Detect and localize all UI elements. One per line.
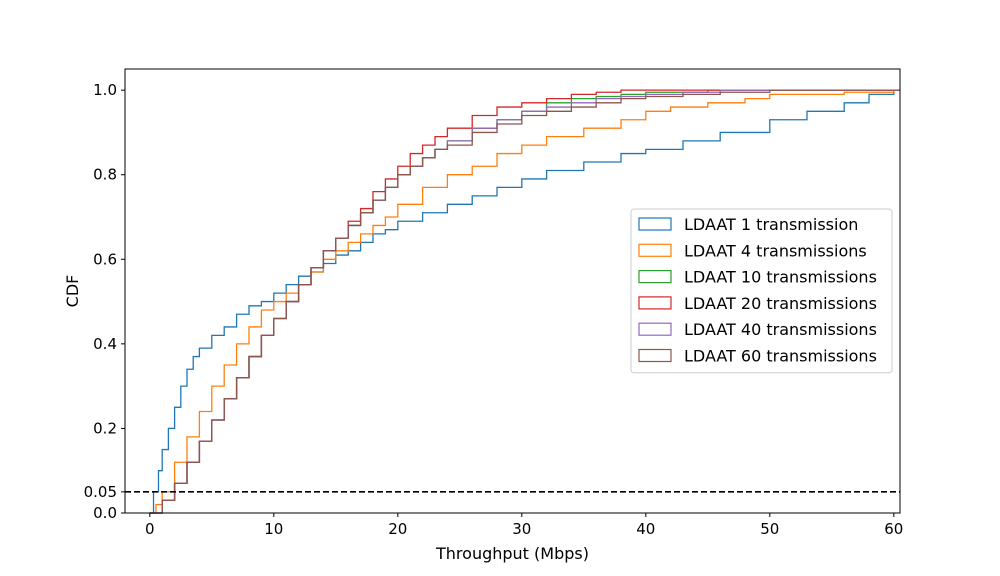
legend-swatch — [638, 348, 672, 363]
legend-entry-label: LDAAT 40 transmissions — [684, 320, 877, 339]
x-tick-label: 40 — [636, 520, 655, 538]
series-layer — [149, 89, 900, 514]
legend: LDAAT 1 transmission LDAAT 4 transmission… — [630, 208, 893, 374]
x-tick-label: 20 — [388, 520, 407, 538]
x-tick-label: 10 — [264, 520, 283, 538]
legend-entry-label: LDAAT 20 transmissions — [684, 294, 877, 313]
series-line-2 — [149, 89, 900, 514]
x-tick-label: 0 — [145, 520, 155, 538]
legend-entry-label: LDAAT 1 transmission — [684, 215, 858, 234]
plot-frame — [124, 68, 901, 514]
legend-swatch — [638, 270, 672, 284]
legend-entry-label: LDAAT 60 transmissions — [684, 347, 877, 366]
y-axis-label: CDF — [63, 275, 82, 308]
y-axis: 0.0 0.05 0.2 0.4 0.6 0.8 1.0 — [84, 81, 125, 522]
series-line-6 — [149, 89, 900, 514]
legend-entry-label: LDAAT 4 transmissions — [684, 241, 867, 260]
x-tick-label: 60 — [884, 520, 903, 538]
legend-frame — [630, 208, 893, 374]
y-tick-label: 0.6 — [93, 250, 117, 268]
x-tick-label: 50 — [760, 520, 779, 538]
legend-swatch — [638, 243, 672, 257]
series-line-1 — [149, 89, 900, 514]
legend-swatch — [638, 322, 672, 336]
x-tick-label: 30 — [512, 520, 531, 538]
x-axis: 0 10 20 30 40 50 60 — [145, 513, 903, 538]
legend-swatch — [638, 217, 672, 231]
y-tick-label: 0.05 — [84, 483, 117, 501]
legend-swatch — [638, 296, 672, 310]
y-tick-label: 0.4 — [93, 335, 117, 353]
x-axis-label: Throughput (Mbps) — [435, 544, 589, 563]
y-tick-label: 0.2 — [93, 419, 117, 437]
y-tick-label: 0.8 — [93, 166, 117, 184]
y-tick-label: 1.0 — [93, 81, 117, 99]
legend-entry-label: LDAAT 10 transmissions — [684, 268, 877, 287]
y-tick-label: 0.0 — [93, 504, 117, 522]
